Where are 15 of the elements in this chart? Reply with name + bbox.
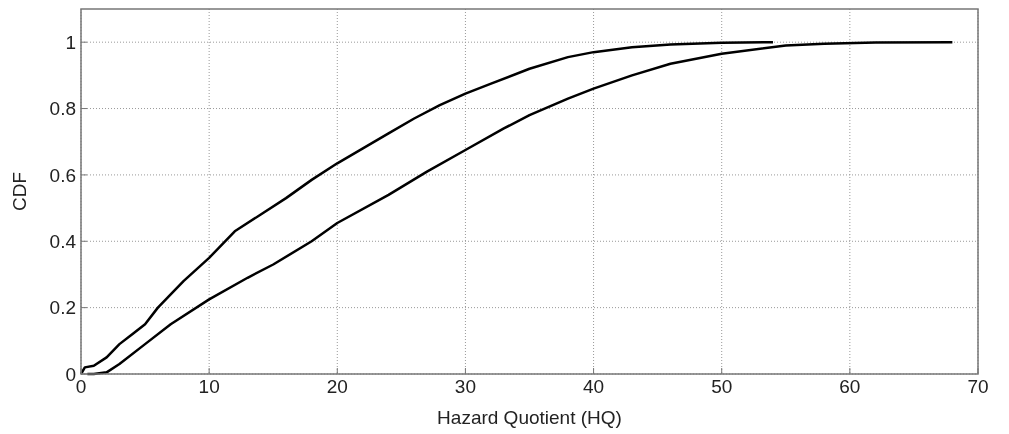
- y-tick-label: 0.8: [49, 98, 76, 120]
- y-tick-label: 1: [65, 31, 76, 53]
- y-tick-label: 0.4: [49, 230, 77, 252]
- x-axis-title: Hazard Quotient (HQ): [437, 407, 622, 428]
- y-axis-title: CDF: [9, 171, 30, 212]
- line-series: [79, 40, 775, 376]
- y-tick-label: 0.2: [49, 297, 76, 319]
- x-tick-label: 30: [454, 376, 476, 397]
- x-tick-label: 10: [198, 376, 220, 397]
- x-tick-label: 60: [839, 376, 861, 397]
- x-tick-label: 20: [326, 376, 348, 397]
- x-tick-label: 50: [711, 376, 733, 397]
- y-tick-label: 0.6: [49, 164, 76, 186]
- x-tick-label: 40: [583, 376, 605, 397]
- x-tick-label: 70: [967, 376, 989, 397]
